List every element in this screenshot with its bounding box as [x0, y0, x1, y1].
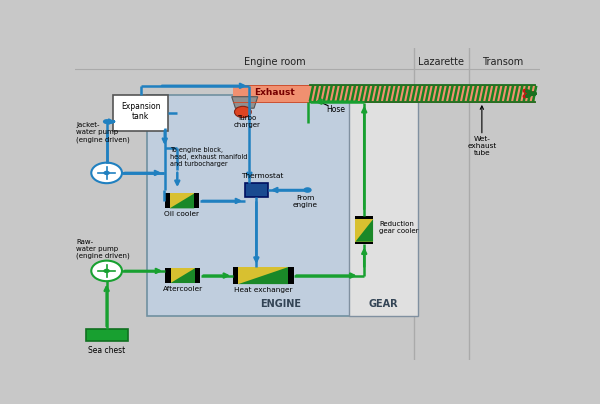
Bar: [194, 194, 199, 208]
Text: Transom: Transom: [482, 57, 523, 67]
Text: Oil cooler: Oil cooler: [164, 211, 199, 217]
Text: Jacket-
water pump
(engine driven): Jacket- water pump (engine driven): [76, 122, 130, 143]
Circle shape: [91, 261, 122, 281]
Bar: [166, 268, 170, 283]
Polygon shape: [170, 268, 195, 283]
Text: Heat exchanger: Heat exchanger: [234, 287, 293, 293]
Bar: [289, 267, 293, 284]
Text: From
engine: From engine: [293, 195, 317, 208]
Bar: [86, 329, 128, 341]
Text: Raw-
water pump
(engine driven): Raw- water pump (engine driven): [76, 239, 130, 259]
Circle shape: [235, 106, 251, 118]
Bar: [233, 86, 535, 102]
Bar: [355, 219, 373, 242]
Text: Engine room: Engine room: [244, 57, 306, 67]
Polygon shape: [238, 267, 289, 284]
Circle shape: [103, 171, 110, 175]
Bar: [195, 268, 200, 283]
Text: Hose: Hose: [326, 105, 345, 114]
Text: Turbo
charger: Turbo charger: [233, 115, 260, 128]
Bar: [170, 268, 195, 283]
Text: GEAR: GEAR: [369, 299, 398, 309]
Circle shape: [103, 269, 110, 273]
Polygon shape: [232, 97, 258, 108]
Circle shape: [304, 187, 311, 193]
Bar: [349, 95, 418, 316]
Text: ENGINE: ENGINE: [260, 299, 301, 309]
Polygon shape: [355, 219, 373, 242]
Text: Wet-
exhaust
tube: Wet- exhaust tube: [467, 136, 497, 156]
Bar: [355, 242, 373, 244]
Text: Thermostat: Thermostat: [241, 173, 283, 179]
Bar: [164, 194, 170, 208]
Text: Expansion
tank: Expansion tank: [121, 102, 160, 121]
Circle shape: [91, 163, 122, 183]
Text: Lazarette: Lazarette: [418, 57, 464, 67]
Polygon shape: [170, 194, 194, 208]
Bar: [170, 194, 194, 208]
Bar: [355, 217, 373, 219]
Circle shape: [103, 119, 110, 124]
Text: Sea chest: Sea chest: [88, 347, 125, 356]
Text: Exhaust: Exhaust: [254, 88, 295, 97]
Bar: [113, 95, 168, 131]
Bar: [245, 183, 268, 198]
Bar: [147, 95, 415, 316]
Text: To engine block,
head, exhaust manifold
and turbocharger: To engine block, head, exhaust manifold …: [170, 147, 248, 167]
Text: Aftercooler: Aftercooler: [163, 286, 203, 292]
Bar: [233, 267, 238, 284]
Bar: [238, 267, 289, 284]
Text: Reduction
gear cooler: Reduction gear cooler: [379, 221, 419, 234]
